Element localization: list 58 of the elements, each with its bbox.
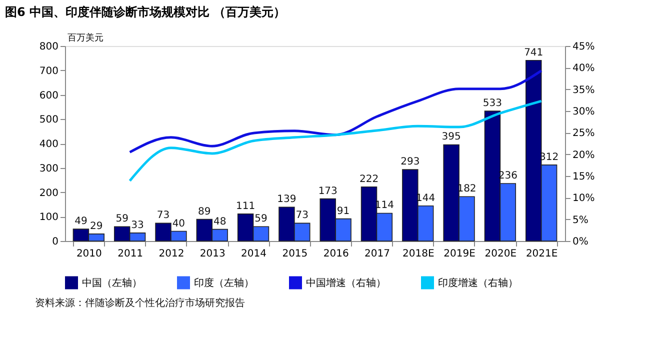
data-label: 293 (400, 156, 420, 168)
x-tick-label: 2021E (526, 248, 558, 260)
data-label: 111 (236, 200, 256, 212)
y2-tick-label: 25% (572, 128, 595, 140)
data-label: 33 (131, 220, 144, 231)
x-tick-label: 2014 (241, 248, 266, 260)
data-label: 89 (198, 206, 211, 218)
y2-tick-label: 35% (572, 84, 595, 96)
text: 资料来源：伴随诊断及个性化治疗市场研究报告 (35, 297, 245, 309)
x-tick-label: 2010 (76, 248, 102, 260)
y-tick-label: 800 (39, 42, 58, 52)
y-tick-label: 600 (39, 90, 58, 102)
legend-label: 印度增速（右轴） (438, 276, 518, 289)
x-tick-label: 2017 (364, 248, 390, 260)
data-label: 73 (156, 210, 170, 222)
y-tick-label: 200 (39, 188, 58, 199)
data-label: 139 (277, 194, 296, 206)
chart-title: 图6 中国、印度伴随诊断市场规模对比 （百万美元） (5, 5, 286, 19)
y2-tick-label: 15% (572, 172, 595, 182)
legend-label: 中国（左轴） (82, 276, 142, 289)
data-label: 59 (116, 214, 128, 225)
data-label: 395 (442, 132, 461, 143)
y2-tick-label: 0% (572, 236, 588, 248)
legend-label: 印度（左轴） (194, 276, 254, 289)
line-series (128, 69, 543, 154)
x-tick-label: 2012 (158, 248, 184, 260)
y-tick-label: 300 (39, 163, 58, 174)
y2-tick-label: 30% (572, 106, 595, 118)
data-label: 29 (90, 220, 103, 232)
legend-label: 中国增速（右轴） (306, 276, 386, 289)
x-tick-label: 2015 (282, 248, 308, 260)
y-tick-label: 700 (39, 66, 58, 77)
data-label: 40 (172, 218, 186, 230)
y-tick-label: 500 (39, 114, 58, 126)
y2-tick-label: 5% (572, 214, 588, 226)
data-label: 49 (74, 216, 88, 228)
y2-tick-label: 10% (572, 193, 595, 204)
data-label: 533 (482, 98, 502, 110)
x-tick-label: 2019E (444, 248, 476, 260)
x-tick-label: 2011 (118, 248, 144, 260)
data-label: 59 (254, 214, 268, 225)
x-tick-label: 2016 (323, 248, 349, 260)
data-label: 222 (359, 174, 379, 185)
data-label: 73 (296, 210, 309, 222)
data-label: 48 (213, 216, 226, 228)
x-tick-label: 2013 (200, 248, 226, 260)
y-axis-title: 百万美元 (68, 32, 104, 44)
y-tick-label: 0 (52, 236, 58, 248)
data-label: 173 (318, 186, 338, 197)
x-tick-label: 2020E (484, 248, 517, 260)
data-label: 741 (524, 47, 544, 58)
x-tick-label: 2018E (402, 248, 434, 260)
y-tick-label: 400 (39, 139, 58, 150)
y2-tick-label: 40% (572, 63, 595, 74)
y2-tick-label: 45% (572, 42, 595, 52)
y-tick-label: 100 (39, 212, 58, 224)
y2-tick-label: 20% (572, 150, 595, 161)
data-label: 91 (336, 206, 350, 217)
